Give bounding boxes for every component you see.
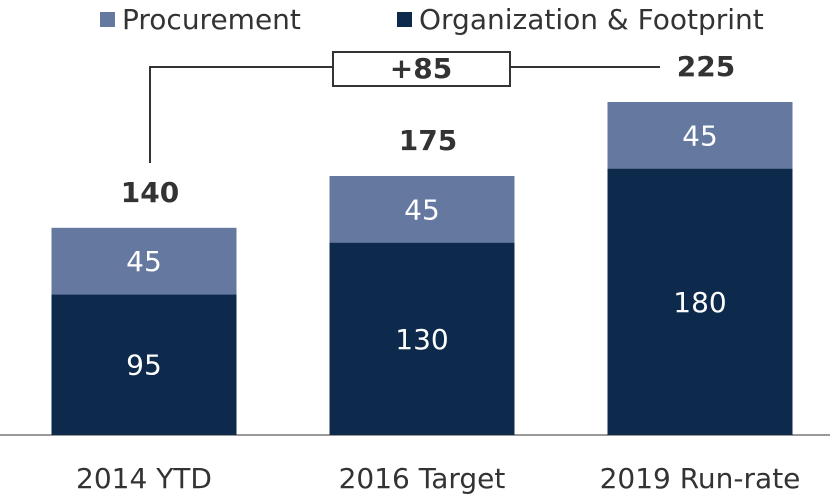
value-label: 180 xyxy=(673,286,726,319)
annotation: +85 xyxy=(390,52,452,85)
value-label: 130 xyxy=(395,323,448,356)
bar-segment xyxy=(329,242,515,435)
annotation-box xyxy=(332,51,511,87)
value-label: 95 xyxy=(126,349,162,382)
total-label: 140 xyxy=(121,176,179,209)
total-label: 175 xyxy=(399,124,457,157)
legend-swatch xyxy=(397,12,412,27)
x-tick-label: 2014 YTD xyxy=(76,462,212,495)
bar-segment xyxy=(607,102,793,169)
legend-label: Procurement xyxy=(122,3,301,36)
total-label: 225 xyxy=(677,50,735,83)
bar-segment xyxy=(51,227,237,295)
value-label: 45 xyxy=(404,193,440,226)
x-tick-label: 2019 Run-rate xyxy=(600,462,801,495)
bar-segment xyxy=(51,294,237,435)
bracket-line xyxy=(149,66,333,163)
bar-segment xyxy=(329,176,515,243)
legend-label: Organization & Footprint xyxy=(419,3,764,36)
bar-segment xyxy=(607,168,793,435)
legend-swatch xyxy=(100,12,115,27)
x-tick-label: 2016 Target xyxy=(339,462,506,495)
value-label: 45 xyxy=(126,245,162,278)
value-label: 45 xyxy=(682,119,718,152)
